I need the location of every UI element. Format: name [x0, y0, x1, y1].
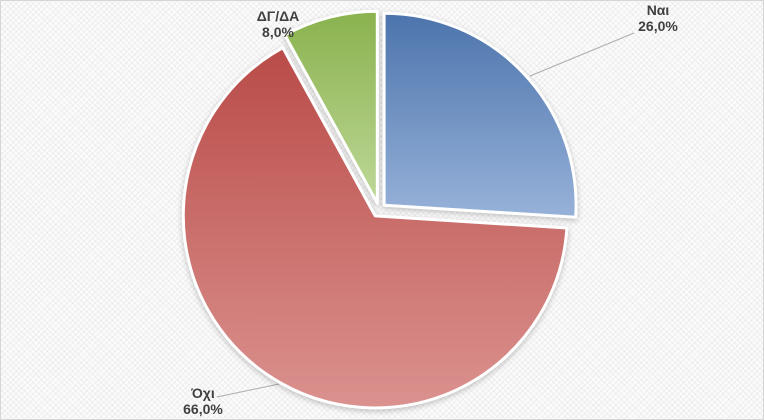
pie-slice-nai: [382, 11, 578, 219]
data-label-dgda-category: ΔΓ/ΔΑ: [256, 8, 300, 24]
leader-lines: [216, 32, 635, 398]
data-label-oxi-category: Όχι: [191, 385, 215, 401]
pie-slice-dgda: [283, 9, 379, 205]
leader-line-nai: [529, 32, 635, 77]
leader-line-oxi: [216, 383, 280, 398]
data-label-oxi-percent: 66,0%: [183, 401, 223, 417]
data-label-nai-percent: 26,0%: [638, 18, 678, 34]
data-label-oxi: Όχι 66,0%: [183, 385, 223, 417]
pie-slice-oxi: [181, 46, 569, 410]
pie-slices: [181, 9, 578, 410]
data-label-dgda: ΔΓ/ΔΑ 8,0%: [257, 8, 300, 40]
data-label-nai-category: Ναι: [646, 2, 670, 18]
data-label-dgda-percent: 8,0%: [262, 24, 294, 40]
data-label-nai: Ναι 26,0%: [638, 2, 678, 34]
